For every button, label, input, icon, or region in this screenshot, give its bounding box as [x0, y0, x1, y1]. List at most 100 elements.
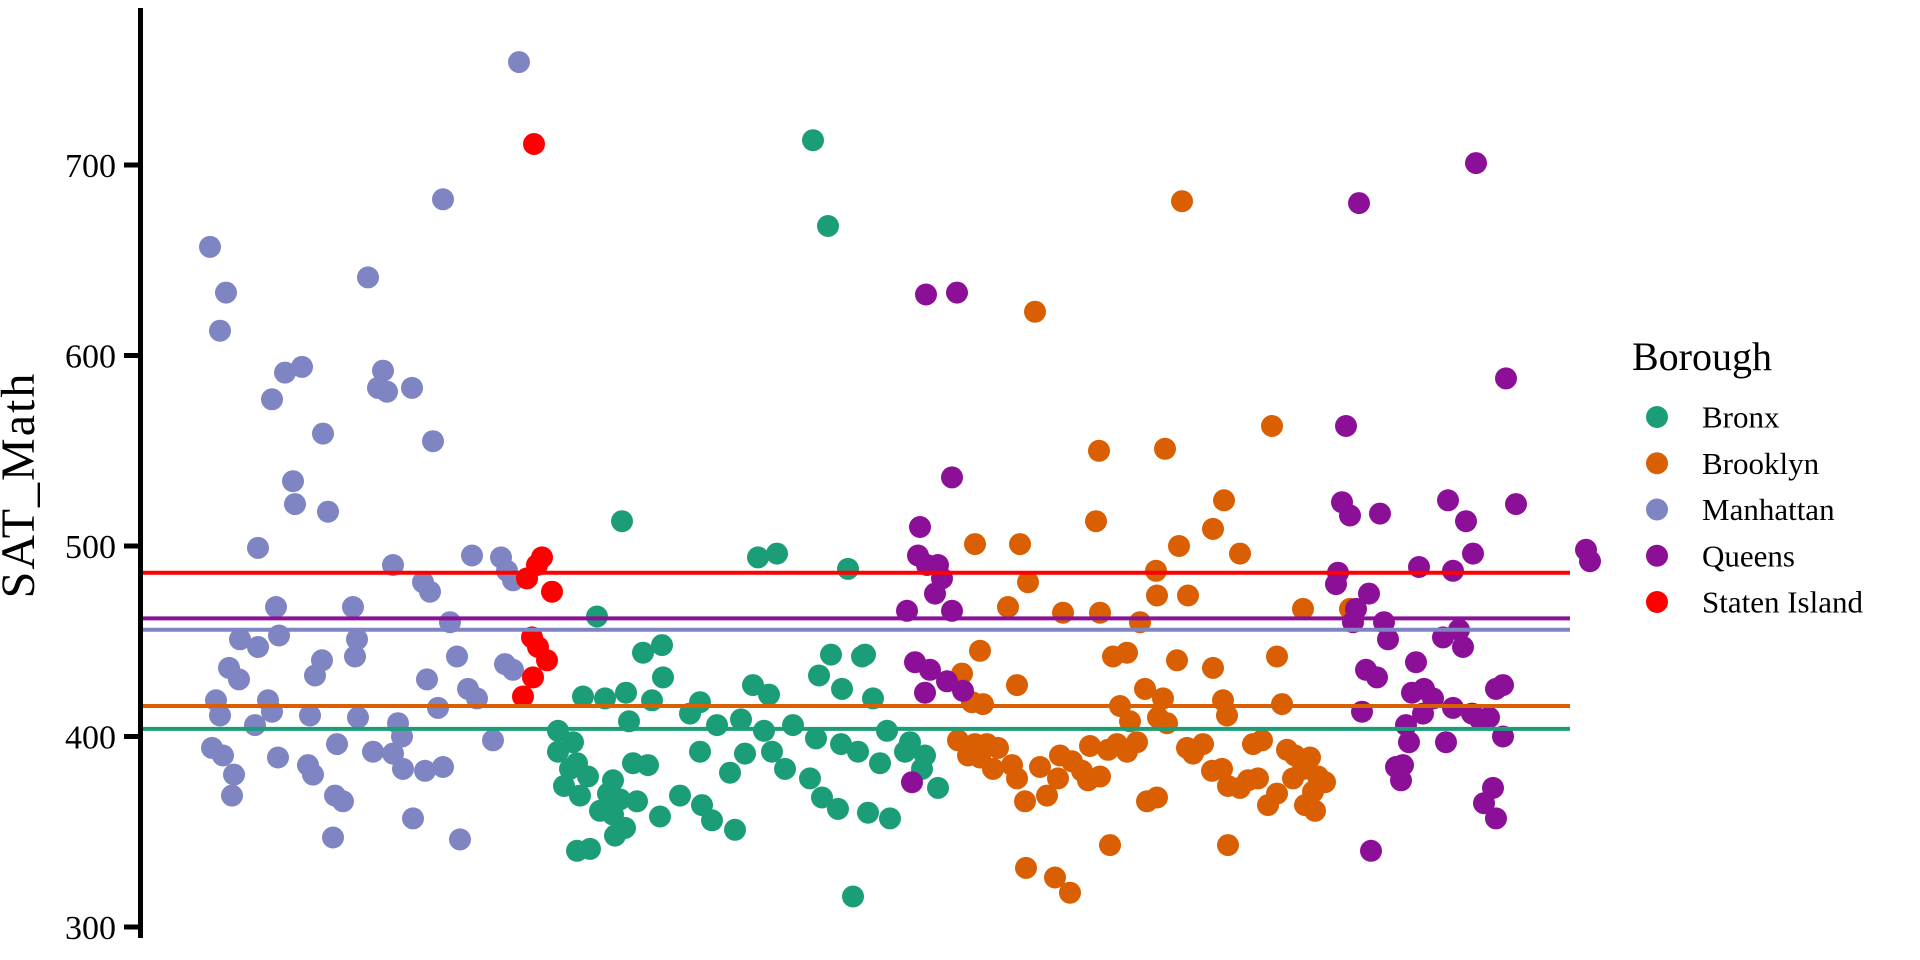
data-point [1465, 152, 1487, 175]
data-point [802, 129, 824, 152]
data-point [1211, 757, 1233, 780]
data-point [346, 628, 368, 651]
data-point [701, 809, 723, 832]
data-point [522, 666, 544, 689]
data-point [536, 649, 558, 672]
data-point [1216, 704, 1238, 727]
data-point [1152, 687, 1174, 710]
data-point [362, 740, 384, 763]
data-point [1478, 706, 1500, 729]
data-point [927, 776, 949, 799]
y-axis-title: SAT_Math [0, 372, 45, 599]
data-point [304, 664, 326, 687]
data-point [941, 599, 963, 622]
data-point [579, 837, 601, 860]
data-point [1366, 666, 1388, 689]
data-point [1261, 415, 1283, 437]
data-point [446, 645, 468, 668]
data-point [402, 807, 424, 830]
data-point [747, 546, 769, 569]
data-point [1358, 582, 1380, 605]
data-point [914, 681, 936, 704]
data-point [401, 376, 423, 399]
data-point [1009, 533, 1031, 556]
legend-label-bronx: Bronx [1702, 400, 1780, 435]
y-axis-ticks: 700 600 500 400 300 [65, 148, 138, 947]
series-bronx [547, 129, 949, 908]
data-point [851, 645, 873, 668]
data-point [649, 805, 671, 828]
data-point [689, 740, 711, 763]
data-point [936, 670, 958, 693]
data-point [357, 266, 379, 289]
data-point [1213, 489, 1235, 512]
data-point [1006, 767, 1028, 790]
data-point [376, 380, 398, 403]
data-point [1229, 542, 1251, 565]
data-point [734, 742, 756, 765]
legend-dot-staten-island [1646, 591, 1668, 613]
data-point [820, 643, 842, 666]
data-point [919, 658, 941, 681]
data-point [297, 754, 319, 777]
data-point [466, 687, 488, 710]
data-point [1088, 439, 1110, 462]
data-point [830, 733, 852, 756]
data-point [392, 757, 414, 780]
data-point [808, 664, 830, 687]
data-point [1282, 767, 1304, 790]
data-point [1126, 731, 1148, 754]
data-point [512, 685, 534, 708]
data-point [706, 714, 728, 737]
data-point [997, 596, 1019, 618]
data-point [957, 744, 979, 767]
data-points-layer [199, 51, 1601, 908]
data-point [651, 634, 673, 657]
data-point [1473, 792, 1495, 815]
data-point [782, 714, 804, 737]
y-tick-label: 500 [65, 529, 116, 566]
data-point [811, 786, 833, 809]
data-point [1177, 584, 1199, 607]
data-point [941, 466, 963, 489]
data-point [1202, 517, 1224, 540]
data-point [1398, 731, 1420, 754]
data-point [1412, 702, 1434, 725]
data-point [382, 554, 404, 576]
data-point [247, 536, 269, 559]
data-point [577, 765, 599, 788]
data-point [572, 685, 594, 708]
data-point [1166, 649, 1188, 672]
data-point [342, 596, 364, 618]
data-point [391, 725, 413, 748]
data-point [827, 797, 849, 820]
data-point [1257, 794, 1279, 817]
data-point [229, 628, 251, 651]
data-point [589, 799, 611, 822]
data-point [432, 756, 454, 778]
data-point [317, 500, 339, 523]
data-point [291, 355, 313, 378]
y-axis-line [138, 8, 143, 938]
legend-dot-manhattan [1646, 498, 1668, 521]
data-point [1492, 725, 1514, 748]
data-point [1029, 756, 1051, 778]
data-point [894, 740, 916, 763]
data-point [1455, 510, 1477, 533]
legend-label-brooklyn: Brooklyn [1702, 446, 1820, 481]
data-point [422, 430, 444, 453]
data-point [837, 557, 859, 580]
data-point [1304, 799, 1326, 822]
data-point [879, 807, 901, 830]
data-point [326, 733, 348, 756]
data-point [1119, 710, 1141, 733]
legend-label-staten-island: Staten Island [1702, 585, 1863, 620]
data-point [1154, 437, 1176, 460]
data-point [482, 729, 504, 752]
data-point [915, 283, 937, 306]
data-point [1014, 790, 1036, 813]
data-point [1369, 502, 1391, 525]
data-point [223, 763, 245, 786]
data-point [1405, 651, 1427, 674]
